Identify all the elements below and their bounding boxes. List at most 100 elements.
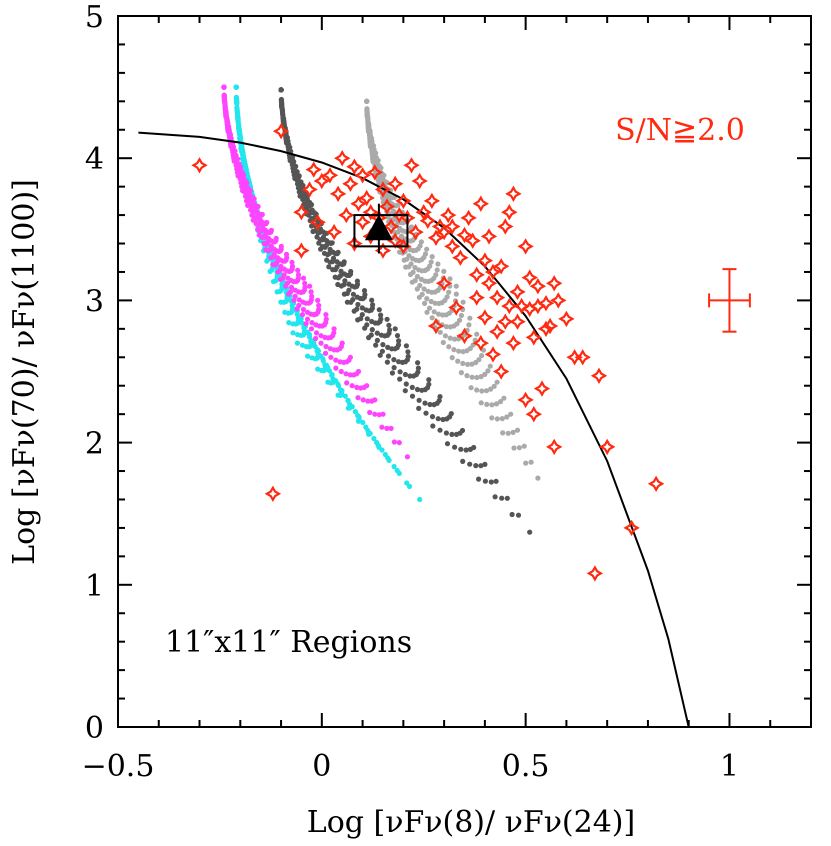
model-dot-darkgray (476, 476, 482, 482)
model-dot-magenta (358, 385, 364, 391)
model-dot-magenta (295, 267, 301, 273)
model-dot-darkgray (379, 348, 385, 354)
model-dot-magenta (304, 309, 311, 315)
model-dot-darkgray (310, 228, 316, 235)
model-dot-lightgray (436, 311, 442, 317)
region-point (590, 367, 608, 384)
model-dot-darkgray (460, 458, 466, 464)
region-point (517, 238, 534, 255)
model-dot-lightgray (428, 298, 434, 305)
model-dot-magenta (242, 193, 249, 199)
model-dot-magenta (318, 333, 324, 339)
model-dot-magenta (300, 306, 306, 313)
region-point (407, 223, 424, 241)
model-dot-lightgray (510, 429, 516, 435)
model-dot-cyan (394, 467, 400, 474)
region-point (444, 218, 461, 235)
model-dot-magenta (275, 255, 281, 261)
region-point (488, 289, 506, 306)
model-dot-darkgray (363, 307, 369, 313)
model-dot-darkgray (321, 250, 328, 256)
model-dot-lightgray (504, 414, 510, 420)
model-dot-magenta (343, 371, 349, 377)
model-dot-darkgray (499, 495, 505, 501)
model-dot-magenta (331, 326, 337, 332)
model-dot-magenta (367, 409, 373, 416)
highlight-triangle (364, 214, 393, 241)
model-dot-lightgray (468, 385, 474, 391)
model-dot-darkgray (338, 268, 344, 274)
model-dot-lightgray (467, 315, 473, 321)
model-dot-cyan (379, 447, 385, 453)
model-dot-magenta (338, 368, 344, 375)
model-dot-magenta (391, 439, 397, 445)
model-dot-cyan (404, 480, 410, 486)
model-dot-magenta (328, 354, 334, 360)
model-dot-darkgray (369, 297, 375, 303)
region-point (501, 297, 518, 315)
model-dot-magenta (369, 398, 375, 404)
model-dot-magenta (277, 276, 284, 282)
region-point (513, 297, 530, 315)
model-dot-darkgray (392, 326, 398, 332)
region-point (264, 485, 282, 502)
model-dot-cyan (391, 463, 397, 470)
model-dot-darkgray (384, 316, 390, 322)
model-dot-darkgray (509, 511, 515, 518)
model-dot-darkgray (396, 359, 402, 365)
model-dot-cyan (243, 167, 249, 173)
model-dot-cyan (339, 388, 345, 394)
region-point (427, 317, 445, 335)
model-dot-darkgray (467, 446, 473, 452)
model-dot-darkgray (384, 359, 390, 365)
model-dot-darkgray (378, 312, 384, 318)
model-dot-magenta (235, 173, 241, 179)
model-dot-cyan (286, 320, 292, 326)
model-dot-darkgray (435, 416, 441, 422)
region-point (354, 214, 371, 231)
model-dot-lightgray (418, 239, 424, 245)
model-dot-magenta (313, 335, 319, 342)
model-dot-magenta (265, 235, 272, 241)
model-dot-magenta (349, 383, 355, 389)
model-dot-magenta (231, 158, 237, 164)
model-dot-lightgray (508, 411, 514, 417)
model-dot-darkgray (440, 416, 446, 423)
region-point (415, 204, 432, 221)
model-dot-darkgray (431, 402, 437, 408)
region-point (546, 438, 563, 456)
model-dot-darkgray (389, 346, 395, 352)
model-dot-lightgray (422, 300, 428, 306)
model-dot-magenta (292, 293, 298, 299)
model-dot-lightgray (410, 256, 416, 262)
model-dot-lightgray (478, 400, 484, 406)
model-dot-magenta (278, 263, 284, 269)
region-point (537, 320, 555, 337)
region-point (541, 317, 559, 335)
model-dot-cyan (290, 330, 296, 336)
model-dot-lightgray (364, 113, 370, 119)
model-dot-magenta (292, 287, 298, 293)
region-point (374, 181, 392, 198)
region-point (497, 313, 514, 330)
region-point (480, 275, 498, 292)
region-point (525, 406, 542, 423)
highlight-marker (353, 203, 409, 254)
model-dot-darkgray (415, 365, 421, 371)
model-dot-darkgray (374, 337, 380, 343)
model-dot-darkgray (444, 441, 451, 447)
model-dot-darkgray (399, 359, 406, 365)
model-dot-magenta (347, 372, 353, 378)
model-dot-magenta (286, 291, 292, 297)
model-dot-lightgray (424, 246, 430, 252)
region-point (493, 363, 510, 380)
model-dot-magenta (300, 275, 307, 281)
model-dot-magenta (322, 350, 329, 356)
y-tick-label: 3 (85, 284, 104, 319)
model-dot-darkgray (318, 246, 324, 252)
model-dot-lightgray (437, 329, 443, 335)
model-dot-darkgray (437, 394, 443, 400)
model-dot-darkgray (374, 330, 380, 336)
model-dot-magenta (283, 283, 289, 289)
model-dot-darkgray (346, 281, 352, 287)
